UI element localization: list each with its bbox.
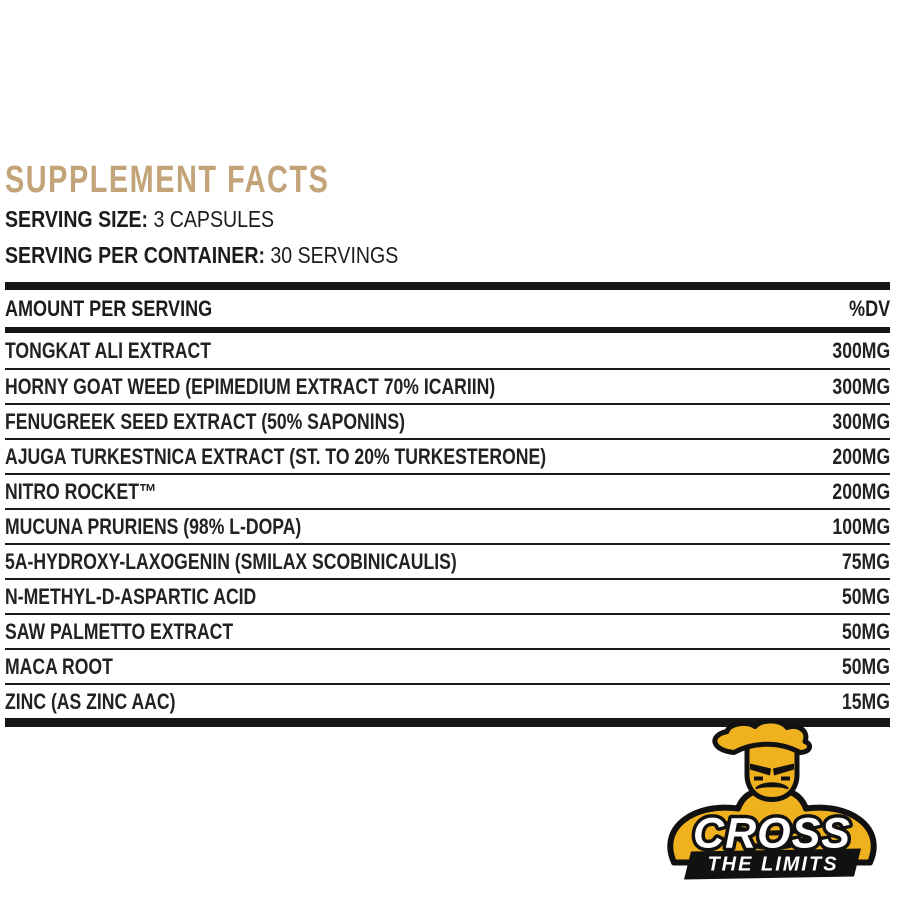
mascot-chest-line: [721, 820, 823, 836]
mascot-right-eye: [781, 776, 790, 781]
ingredient-amount: 75MG: [842, 548, 890, 574]
ingredient-name: TONGKAT ALI EXTRACT: [5, 337, 211, 363]
ingredient-amount: 300MG: [832, 337, 890, 363]
mascot-left-brow: [750, 763, 771, 776]
mascot-arms-line: [735, 836, 809, 850]
ingredient-amount: 15MG: [842, 688, 890, 714]
muscular-man-icon: CROSS THE LIMITS: [667, 720, 877, 880]
divider-bar-header: [5, 327, 890, 333]
ingredient-table: TONGKAT ALI EXTRACT 300MG HORNY GOAT WEE…: [5, 333, 890, 718]
servings-per-container-line: SERVING PER CONTAINER: 30 SERVINGS: [5, 241, 757, 269]
table-row: 5A-HYDROXY-LAXOGENIN (SMILAX SCOBINICAUL…: [5, 543, 890, 578]
ingredient-name: FENUGREEK SEED EXTRACT (50% SAPONINS): [5, 408, 405, 434]
table-row: SAW PALMETTO EXTRACT 50MG: [5, 613, 890, 648]
ingredient-name: NITRO ROCKET™: [5, 478, 157, 504]
mascot-left-eye: [754, 776, 763, 781]
brand-logo: CROSS THE LIMITS: [650, 720, 895, 885]
ingredient-name: 5A-HYDROXY-LAXOGENIN (SMILAX SCOBINICAUL…: [5, 548, 457, 574]
ingredient-amount: 200MG: [832, 443, 890, 469]
divider-bar-top: [5, 282, 890, 290]
ingredient-name: HORNY GOAT WEED (EPIMEDIUM EXTRACT 70% I…: [5, 373, 496, 399]
brand-name-the-limits: THE LIMITS: [707, 854, 838, 876]
table-row: AJUGA TURKESTNICA EXTRACT (ST. TO 20% TU…: [5, 438, 890, 473]
ingredient-amount: 300MG: [832, 373, 890, 399]
ingredient-name: MACA ROOT: [5, 653, 113, 679]
table-row: FENUGREEK SEED EXTRACT (50% SAPONINS) 30…: [5, 403, 890, 438]
table-row: MACA ROOT 50MG: [5, 648, 890, 683]
table-row: TONGKAT ALI EXTRACT 300MG: [5, 333, 890, 368]
ingredient-amount: 50MG: [842, 583, 890, 609]
ingredient-amount: 50MG: [842, 653, 890, 679]
mascot-hair: [712, 720, 813, 755]
ingredient-amount: 200MG: [832, 478, 890, 504]
ingredient-name: MUCUNA PRURIENS (98% L-DOPA): [5, 513, 302, 539]
table-header: AMOUNT PER SERVING %DV: [5, 290, 890, 327]
ingredient-name: N-METHYL-D-ASPARTIC ACID: [5, 583, 257, 609]
ingredient-amount: 300MG: [832, 408, 890, 434]
brand-banner: [684, 848, 861, 880]
ingredient-name: ZINC (AS ZINC AAC): [5, 688, 176, 714]
ingredient-amount: 100MG: [832, 513, 890, 539]
column-header-amount: AMOUNT PER SERVING: [5, 295, 213, 321]
ingredient-amount: 50MG: [842, 618, 890, 644]
serving-size-label: SERVING SIZE:: [5, 206, 149, 232]
table-row: NITRO ROCKET™ 200MG: [5, 473, 890, 508]
table-row: ZINC (AS ZINC AAC) 15MG: [5, 683, 890, 718]
divider-bar-bottom: [5, 718, 890, 727]
ingredient-name: SAW PALMETTO EXTRACT: [5, 618, 234, 644]
page-title: SUPPLEMENT FACTS: [5, 159, 330, 201]
supplement-facts-panel: SUPPLEMENT FACTS SERVING SIZE: 3 CAPSULE…: [5, 160, 890, 727]
table-row: HORNY GOAT WEED (EPIMEDIUM EXTRACT 70% I…: [5, 368, 890, 403]
serving-size-value: 3 CAPSULES: [148, 206, 275, 232]
table-row: MUCUNA PRURIENS (98% L-DOPA) 100MG: [5, 508, 890, 543]
column-header-dv: %DV: [848, 295, 890, 321]
mascot-right-brow: [773, 763, 794, 776]
table-row: N-METHYL-D-ASPARTIC ACID 50MG: [5, 578, 890, 613]
serving-size-line: SERVING SIZE: 3 CAPSULES: [5, 205, 757, 233]
ingredient-name: AJUGA TURKESTNICA EXTRACT (ST. TO 20% TU…: [5, 443, 547, 469]
servings-per-container-value: 30 SERVINGS: [264, 242, 399, 268]
mascot-mustache: [755, 782, 789, 790]
servings-per-container-label: SERVING PER CONTAINER:: [5, 242, 265, 268]
